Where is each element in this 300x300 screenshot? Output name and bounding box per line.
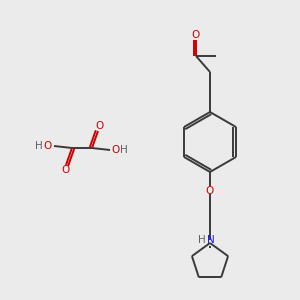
Text: O: O [112,145,120,155]
Text: O: O [192,30,200,40]
Text: H: H [120,145,128,155]
Text: O: O [61,165,69,175]
Text: H: H [35,141,43,151]
Text: H: H [198,235,206,245]
Text: O: O [95,121,103,131]
Text: O: O [206,186,214,196]
Text: N: N [207,235,215,245]
Text: O: O [43,141,51,151]
